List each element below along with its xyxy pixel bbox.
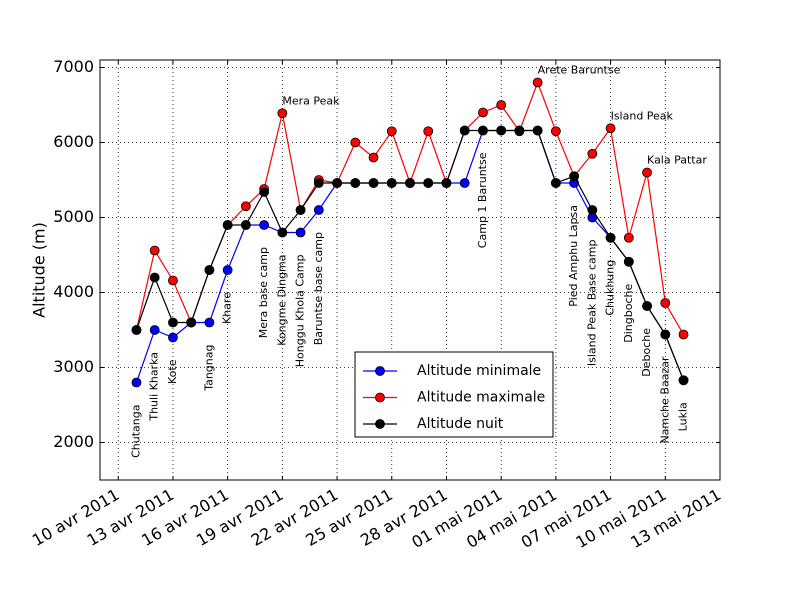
y-tick-label: 4000 bbox=[53, 282, 94, 301]
data-point bbox=[295, 205, 306, 215]
data-point bbox=[386, 178, 397, 188]
data-point bbox=[478, 107, 488, 118]
annotation: Lukla bbox=[677, 402, 690, 431]
data-point bbox=[478, 125, 488, 136]
data-point bbox=[587, 148, 598, 159]
data-point bbox=[532, 77, 543, 88]
data-point bbox=[459, 125, 470, 136]
data-point bbox=[204, 265, 215, 275]
data-point bbox=[313, 205, 324, 215]
data-point bbox=[441, 178, 452, 188]
data-point bbox=[222, 220, 233, 230]
annotation: Mera base camp bbox=[257, 247, 270, 338]
legend-label: Altitude nuit bbox=[417, 416, 504, 432]
annotation: Deboche bbox=[640, 328, 653, 377]
data-point bbox=[368, 152, 379, 163]
data-point bbox=[642, 167, 652, 178]
data-point bbox=[222, 265, 233, 275]
data-point bbox=[204, 317, 215, 328]
data-point bbox=[532, 125, 543, 136]
y-axis-label: Altitude (m) bbox=[30, 222, 49, 318]
data-point bbox=[332, 178, 342, 188]
data-point bbox=[514, 125, 525, 136]
data-point bbox=[259, 187, 270, 197]
data-point bbox=[605, 232, 616, 243]
annotation: Dingboche bbox=[622, 284, 635, 343]
data-point bbox=[149, 272, 160, 283]
data-point bbox=[459, 178, 470, 188]
annotation: Camp 1 Baruntse bbox=[476, 152, 489, 248]
annotation: Chukhung bbox=[604, 260, 617, 316]
legend-marker bbox=[375, 392, 385, 403]
data-point bbox=[587, 205, 598, 215]
data-point bbox=[350, 178, 361, 188]
data-point bbox=[678, 329, 689, 340]
annotation: Island Peak Base camp bbox=[585, 239, 598, 366]
data-point bbox=[277, 108, 288, 119]
annotation: Kongme Dingma bbox=[275, 255, 288, 346]
annotation: Pied Amphu Lapsa bbox=[567, 205, 580, 307]
annotation: Thuli Kharka bbox=[148, 352, 161, 422]
legend-label: Altitude minimale bbox=[417, 363, 541, 379]
annotation: Namche Baazar bbox=[658, 356, 671, 444]
data-point bbox=[295, 227, 306, 238]
annotation: Baruntse base camp bbox=[312, 232, 325, 345]
annotation: Chutanga bbox=[129, 405, 142, 458]
data-point bbox=[131, 325, 142, 335]
data-point bbox=[168, 317, 178, 328]
legend-box bbox=[354, 351, 554, 438]
data-point bbox=[623, 232, 634, 243]
data-point bbox=[660, 298, 671, 308]
data-point bbox=[259, 220, 270, 230]
data-point bbox=[605, 123, 616, 134]
data-point bbox=[660, 329, 671, 340]
data-point bbox=[277, 227, 288, 238]
data-point bbox=[550, 126, 561, 137]
plot-frame bbox=[99, 59, 721, 481]
legend-marker bbox=[375, 419, 385, 429]
y-tick-label: 2000 bbox=[53, 432, 94, 451]
data-point bbox=[496, 100, 507, 110]
y-tick-label: 7000 bbox=[53, 57, 94, 76]
data-point bbox=[550, 178, 561, 188]
data-point bbox=[168, 275, 178, 286]
data-point bbox=[131, 377, 142, 388]
y-tick-label: 6000 bbox=[53, 132, 94, 151]
data-point bbox=[186, 317, 197, 328]
annotation: Tangnag bbox=[202, 345, 215, 392]
data-point bbox=[623, 256, 634, 267]
data-point bbox=[496, 125, 507, 136]
data-point bbox=[678, 375, 689, 386]
annotation: Kote bbox=[166, 359, 179, 384]
data-point bbox=[569, 171, 580, 182]
data-point bbox=[350, 137, 361, 148]
data-point bbox=[423, 178, 434, 188]
y-tick-label: 3000 bbox=[53, 357, 94, 376]
annotation: Island Peak bbox=[611, 109, 674, 122]
data-point bbox=[313, 178, 324, 188]
annotation: Mera Peak bbox=[282, 94, 340, 107]
data-point bbox=[240, 201, 251, 212]
annotation: Khare bbox=[221, 292, 234, 324]
annotation: Kala Pattar bbox=[647, 154, 707, 167]
annotation: Arete Baruntse bbox=[538, 64, 621, 77]
data-point bbox=[642, 301, 652, 311]
data-point bbox=[386, 126, 397, 137]
data-point bbox=[423, 126, 434, 137]
legend-marker bbox=[375, 366, 385, 376]
data-point bbox=[368, 178, 379, 188]
legend-label: Altitude maximale bbox=[417, 390, 545, 406]
data-point bbox=[149, 325, 160, 335]
data-point bbox=[240, 220, 251, 230]
data-point bbox=[168, 332, 178, 343]
data-point bbox=[149, 245, 160, 256]
annotation: Honggu Khola Camp bbox=[294, 254, 307, 367]
data-point bbox=[405, 178, 415, 188]
y-tick-label: 5000 bbox=[53, 207, 94, 226]
